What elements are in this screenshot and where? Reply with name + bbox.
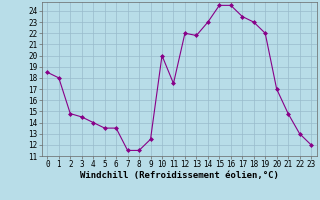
X-axis label: Windchill (Refroidissement éolien,°C): Windchill (Refroidissement éolien,°C) bbox=[80, 171, 279, 180]
